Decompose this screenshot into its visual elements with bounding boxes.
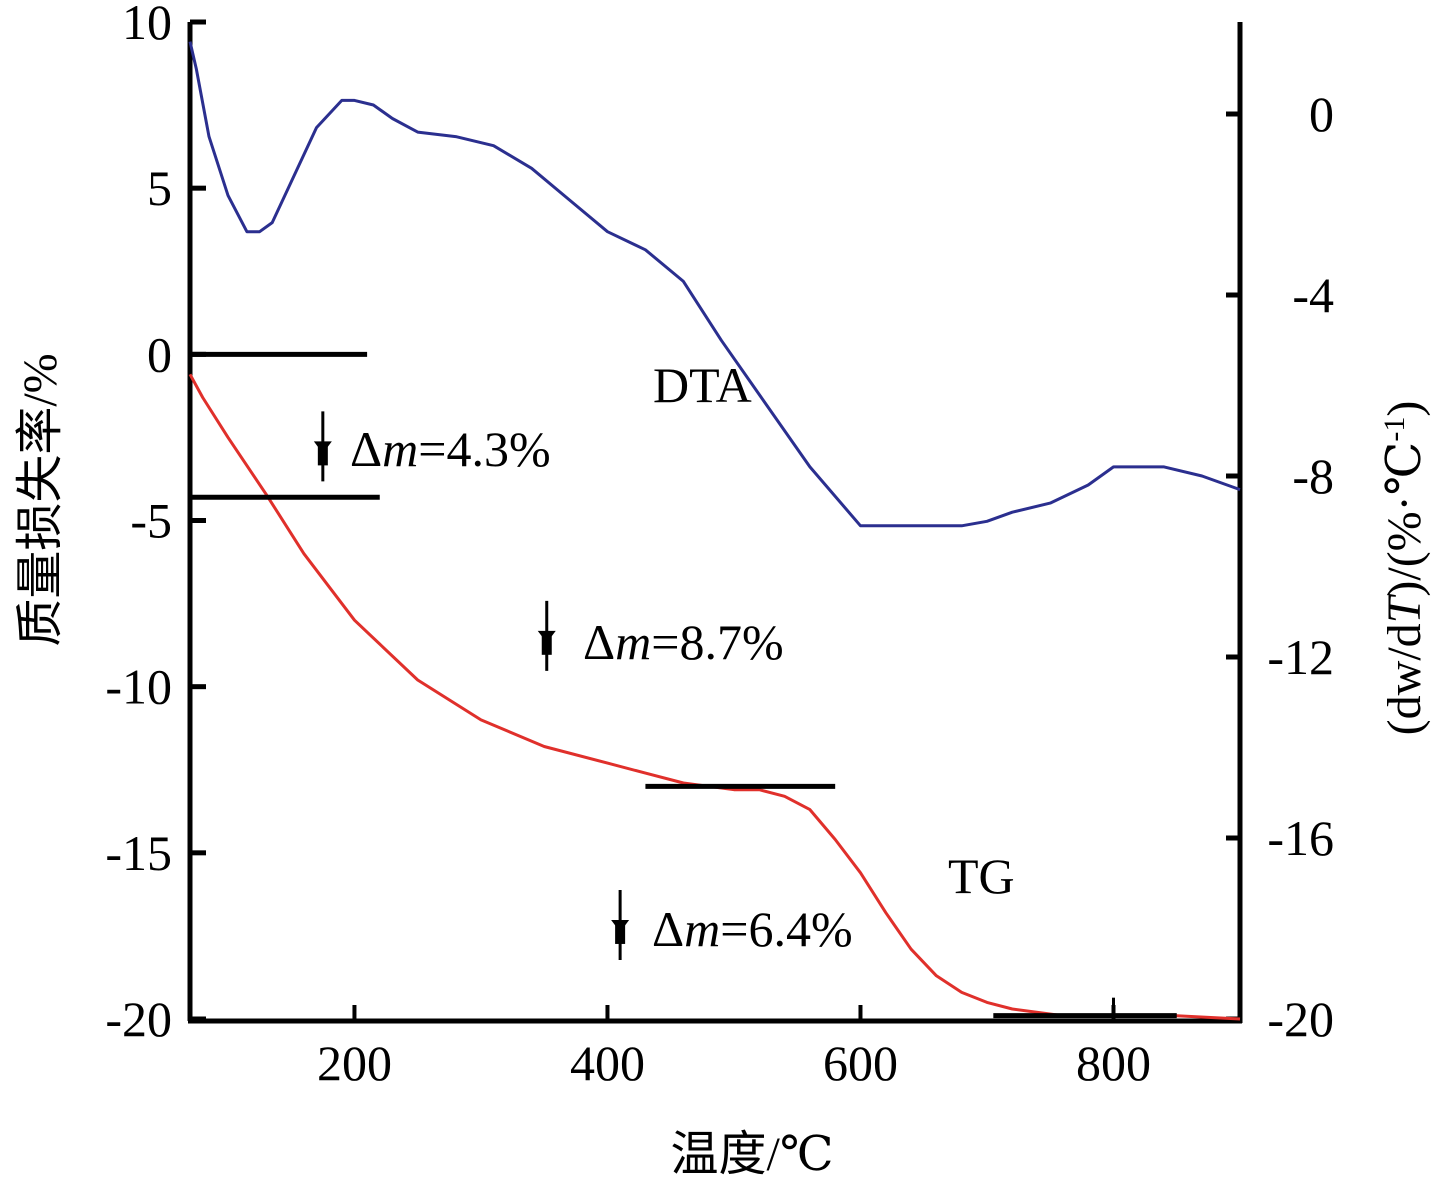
left-tick-label: -5 (130, 493, 172, 549)
right-tick-label: -16 (1267, 810, 1334, 866)
marker-head (537, 630, 556, 643)
left-tick-label: -10 (105, 659, 172, 715)
left-tick-label: 10 (122, 0, 172, 50)
marker-head (611, 919, 630, 932)
axes-group (187, 22, 1243, 1024)
series-layer (188, 41, 1241, 1021)
left-tick-label: 0 (147, 326, 172, 382)
markers-layer (313, 411, 630, 960)
x-axis-title: 温度/℃ (670, 1128, 833, 1181)
annotation-delta-1: Δm=4.3% (350, 421, 551, 477)
right-tick-label: -12 (1267, 629, 1334, 685)
left-tick-label: 5 (147, 160, 172, 216)
right-tick-label: -20 (1267, 991, 1334, 1047)
marker-body (541, 632, 552, 655)
x-tick-label: 200 (317, 1035, 392, 1091)
x-tick-label: 600 (823, 1035, 898, 1091)
x-tick-label: 800 (1076, 1035, 1151, 1091)
left-tick-label: -20 (105, 991, 172, 1047)
marker-head (313, 441, 332, 454)
left-y-axis-title: 质量损失率/% (14, 353, 67, 646)
series-line-dta (188, 41, 1241, 528)
curve-label-dta: DTA (653, 357, 752, 413)
marker-body (317, 443, 328, 466)
right-tick-label: 0 (1309, 86, 1334, 142)
left-y-ticks: 10 5 0 -5 -10 -15 -20 (105, 0, 206, 1047)
right-y-ticks: 0 -4 -8 -12 -16 -20 (1226, 86, 1334, 1047)
right-y-axis-title: (dw/dT)/(%·℃-1) (1378, 401, 1432, 736)
marker-body (615, 921, 626, 944)
annotation-delta-2: Δm=8.7% (583, 614, 784, 670)
left-tick-label: -15 (105, 825, 172, 881)
right-tick-label: -4 (1292, 267, 1334, 323)
annotation-delta-3: Δm=6.4% (652, 901, 853, 957)
series-line-tg (188, 373, 1241, 1021)
right-tick-label: -8 (1292, 448, 1334, 504)
x-tick-label: 400 (570, 1035, 645, 1091)
curve-label-tg: TG (948, 848, 1015, 904)
step-lines-layer (190, 351, 1177, 1019)
x-ticks: 200 400 600 800 (317, 1005, 1151, 1091)
